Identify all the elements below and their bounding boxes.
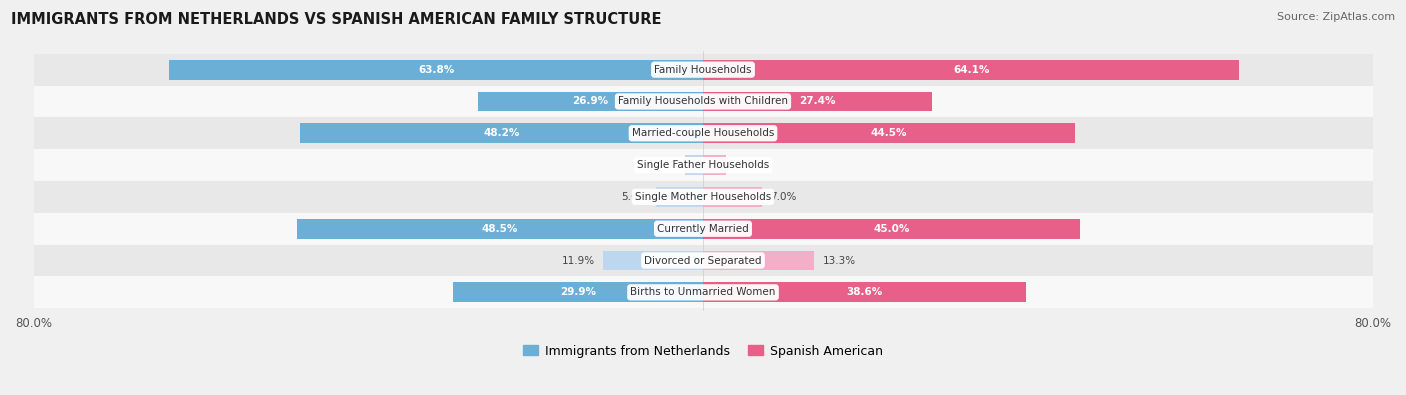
Bar xyxy=(703,123,1076,143)
Bar xyxy=(703,60,1240,79)
Bar xyxy=(703,282,1026,302)
Text: 11.9%: 11.9% xyxy=(562,256,595,265)
Text: 13.3%: 13.3% xyxy=(823,256,856,265)
Text: IMMIGRANTS FROM NETHERLANDS VS SPANISH AMERICAN FAMILY STRUCTURE: IMMIGRANTS FROM NETHERLANDS VS SPANISH A… xyxy=(11,12,662,27)
Legend: Immigrants from Netherlands, Spanish American: Immigrants from Netherlands, Spanish Ame… xyxy=(519,340,887,363)
Text: Currently Married: Currently Married xyxy=(657,224,749,234)
Bar xyxy=(657,187,703,207)
Bar xyxy=(34,276,1372,308)
Bar xyxy=(34,54,1372,86)
Bar xyxy=(34,181,1372,213)
Bar xyxy=(703,219,1080,239)
Bar xyxy=(169,60,703,79)
Text: 2.2%: 2.2% xyxy=(650,160,676,170)
Text: 44.5%: 44.5% xyxy=(870,128,907,138)
Text: 64.1%: 64.1% xyxy=(953,65,990,75)
Text: Family Households with Children: Family Households with Children xyxy=(619,96,787,107)
Bar xyxy=(34,86,1372,117)
Bar xyxy=(703,92,932,111)
Text: 2.8%: 2.8% xyxy=(735,160,761,170)
Bar xyxy=(703,251,814,271)
Text: Single Father Households: Single Father Households xyxy=(637,160,769,170)
Bar xyxy=(685,155,703,175)
Text: Births to Unmarried Women: Births to Unmarried Women xyxy=(630,287,776,297)
Text: Single Mother Households: Single Mother Households xyxy=(636,192,770,202)
Text: 29.9%: 29.9% xyxy=(560,287,596,297)
Bar xyxy=(478,92,703,111)
Text: 7.0%: 7.0% xyxy=(770,192,796,202)
Text: 45.0%: 45.0% xyxy=(873,224,910,234)
Bar xyxy=(34,149,1372,181)
Text: 5.6%: 5.6% xyxy=(621,192,648,202)
Bar xyxy=(34,213,1372,245)
Text: 48.5%: 48.5% xyxy=(482,224,519,234)
Bar xyxy=(603,251,703,271)
Text: 27.4%: 27.4% xyxy=(800,96,837,107)
Text: 63.8%: 63.8% xyxy=(418,65,454,75)
Bar xyxy=(34,117,1372,149)
Text: Source: ZipAtlas.com: Source: ZipAtlas.com xyxy=(1277,12,1395,22)
Text: Divorced or Separated: Divorced or Separated xyxy=(644,256,762,265)
Bar xyxy=(703,155,727,175)
Bar xyxy=(297,219,703,239)
Text: 26.9%: 26.9% xyxy=(572,96,609,107)
Text: Married-couple Households: Married-couple Households xyxy=(631,128,775,138)
Text: 48.2%: 48.2% xyxy=(484,128,519,138)
Text: Family Households: Family Households xyxy=(654,65,752,75)
Bar xyxy=(453,282,703,302)
Text: 38.6%: 38.6% xyxy=(846,287,883,297)
Bar xyxy=(703,187,762,207)
Bar xyxy=(299,123,703,143)
Bar xyxy=(34,245,1372,276)
